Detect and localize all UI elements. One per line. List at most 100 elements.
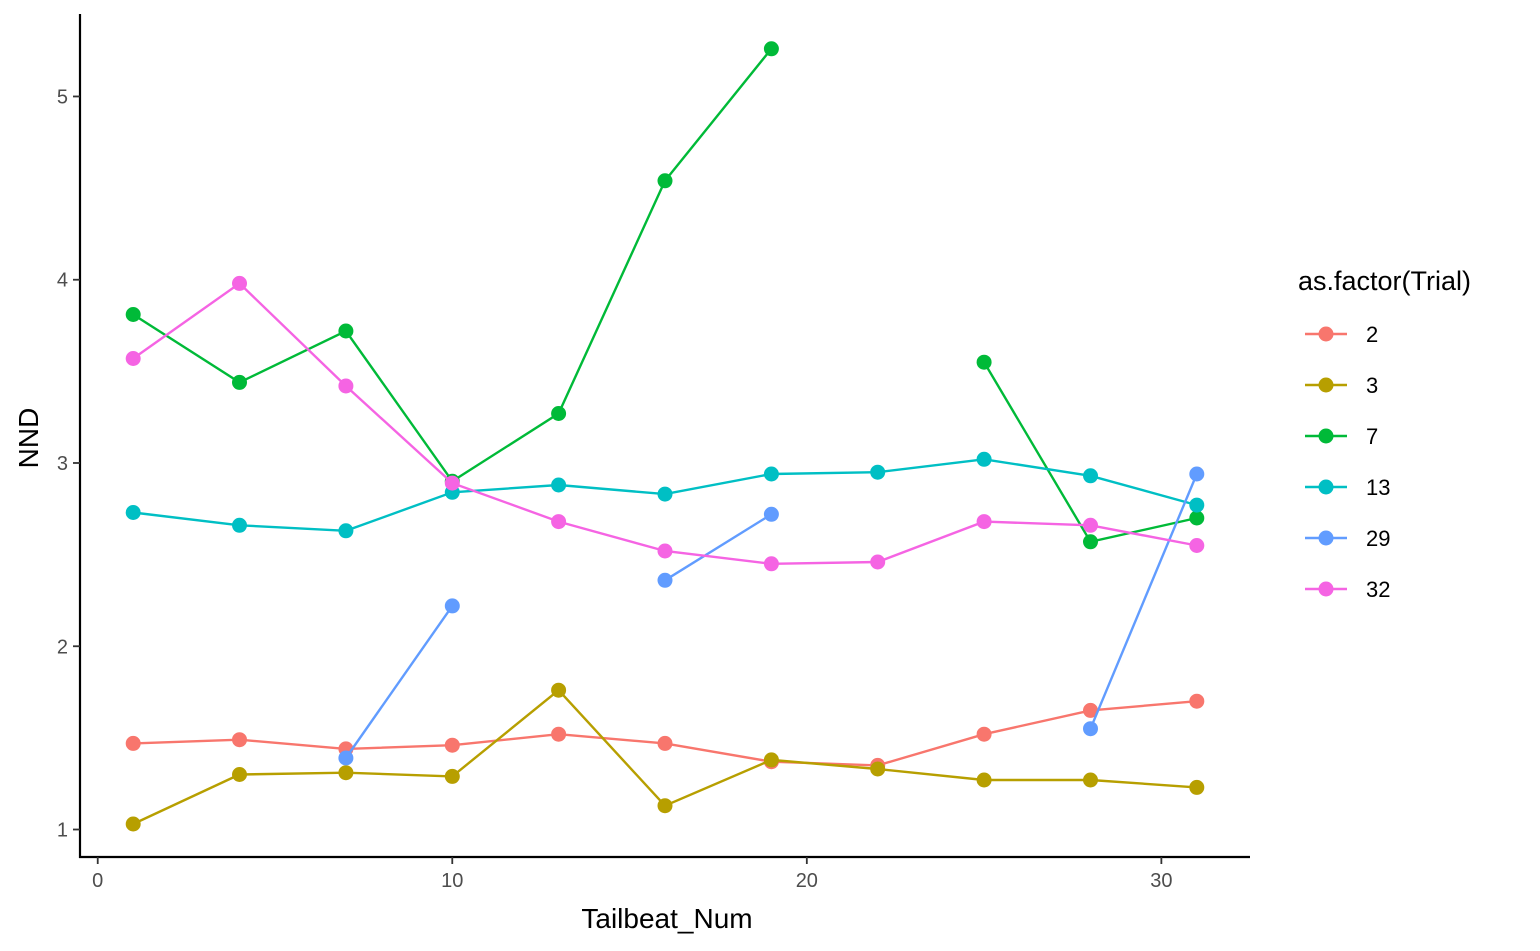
data-point [232, 767, 247, 782]
data-point [1189, 510, 1205, 526]
data-point [1083, 721, 1098, 737]
data-point [125, 351, 141, 366]
series-line [1089, 473, 1198, 730]
data-point [1083, 517, 1098, 533]
legend-item: 32 [1305, 577, 1390, 602]
data-point [1189, 497, 1205, 513]
x-axis-ticks: 0 10 20 30 [92, 857, 1172, 892]
y-tick-label: 4 [57, 270, 68, 292]
y-tick-label: 1 [57, 820, 68, 842]
data-point [763, 506, 779, 522]
legend-item: 3 [1305, 373, 1378, 398]
data-point [763, 752, 779, 768]
data-point [125, 505, 141, 520]
legend-label: 13 [1366, 475, 1390, 500]
data-point [657, 173, 673, 189]
data-point [1189, 538, 1205, 553]
data-point [1083, 534, 1098, 550]
data-point [232, 732, 247, 748]
plot-area [125, 41, 1205, 832]
y-axis-ticks: 1 2 3 4 5 [57, 86, 80, 842]
legend: as.factor(Trial) 2 3 7 13 29 32 [1298, 266, 1471, 602]
series-3 [125, 682, 1205, 832]
legend-item: 13 [1305, 475, 1390, 500]
data-point [125, 735, 141, 751]
data-point [976, 726, 992, 742]
data-point [1083, 468, 1098, 484]
legend-item: 7 [1305, 424, 1378, 449]
data-point [1083, 772, 1098, 788]
legend-key-point [1318, 377, 1334, 393]
y-tick-label: 2 [57, 636, 68, 658]
data-point [338, 765, 354, 781]
legend-label: 32 [1366, 577, 1390, 602]
data-point [976, 354, 992, 370]
data-point [1189, 693, 1205, 709]
legend-key-point [1318, 530, 1334, 546]
data-point [870, 761, 886, 777]
x-tick-label: 20 [796, 870, 818, 892]
series-line [132, 281, 1198, 566]
data-point [657, 572, 673, 588]
data-point [551, 477, 567, 493]
data-point [657, 486, 673, 502]
data-point [763, 466, 779, 482]
data-point [444, 737, 460, 753]
data-point [1083, 702, 1098, 718]
x-tick-label: 10 [441, 870, 463, 892]
data-point [657, 543, 673, 559]
data-point [232, 374, 247, 390]
data-point [232, 517, 247, 533]
data-point [976, 451, 992, 467]
series-29 [338, 466, 1205, 766]
series-line [983, 361, 1198, 544]
series-line [132, 48, 773, 483]
legend-label: 7 [1366, 424, 1378, 449]
legend-label: 3 [1366, 373, 1378, 398]
data-point [1189, 779, 1205, 795]
legend-title: as.factor(Trial) [1298, 266, 1471, 296]
x-tick-label: 30 [1150, 870, 1172, 892]
data-point [444, 768, 460, 784]
data-point [976, 514, 992, 530]
data-point [870, 464, 886, 480]
series-line [664, 513, 773, 582]
y-axis-title: NND [13, 408, 44, 469]
data-point [763, 556, 779, 572]
data-point [551, 726, 567, 742]
y-tick-label: 3 [57, 453, 68, 475]
series-7 [125, 41, 1205, 550]
data-point [338, 750, 354, 766]
data-point [551, 514, 567, 530]
legend-label: 2 [1366, 322, 1378, 347]
data-point [125, 307, 141, 322]
data-point [338, 378, 354, 394]
legend-key-point [1318, 581, 1334, 597]
data-point [551, 406, 567, 421]
series-32 [125, 275, 1205, 572]
data-point [125, 816, 141, 832]
y-tick-label: 5 [57, 86, 68, 108]
x-axis-title: Tailbeat_Num [581, 903, 752, 934]
data-point [657, 798, 673, 814]
data-point [870, 554, 886, 570]
data-point [338, 323, 354, 339]
data-point [763, 41, 779, 57]
legend-label: 29 [1366, 526, 1390, 551]
data-point [338, 523, 354, 539]
data-point [444, 475, 460, 491]
x-tick-label: 0 [92, 870, 103, 892]
legend-key-point [1318, 326, 1334, 342]
data-point [232, 275, 247, 291]
data-point [976, 772, 992, 788]
data-point [657, 735, 673, 751]
series-13 [125, 451, 1205, 539]
legend-item: 2 [1305, 322, 1378, 347]
series-line [133, 700, 1197, 767]
series-line [344, 605, 454, 759]
data-point [551, 682, 567, 698]
legend-item: 29 [1305, 526, 1390, 551]
data-point [1189, 466, 1205, 482]
legend-key-point [1318, 479, 1334, 495]
